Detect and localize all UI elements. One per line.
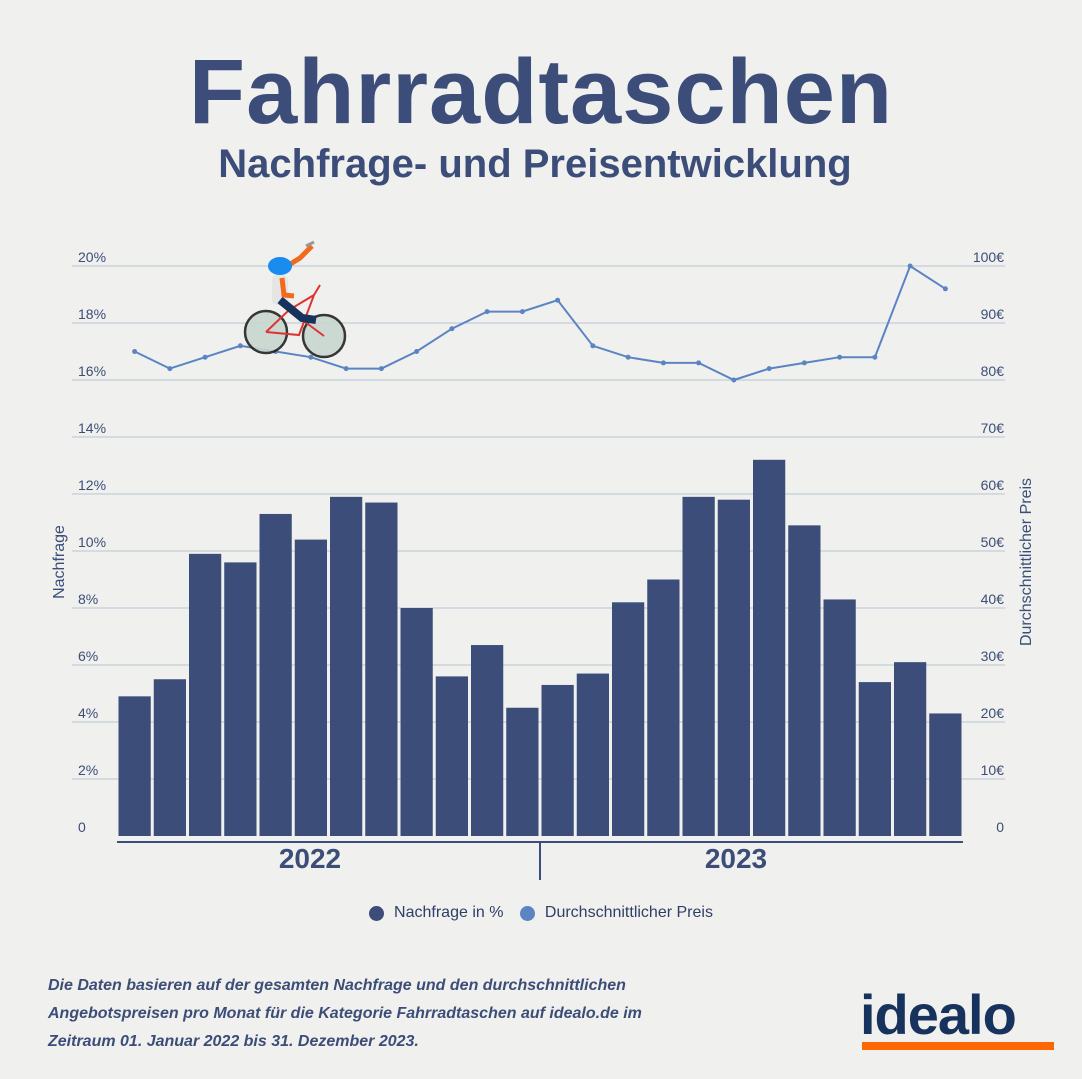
- idealo-logo: idealo: [860, 983, 1017, 1046]
- y2-tick-label: 70€: [981, 420, 1005, 436]
- bar: [400, 608, 433, 836]
- y-tick-label: 16%: [78, 363, 106, 379]
- y-tick-label: 14%: [78, 420, 106, 436]
- y-tick-label: 0: [78, 819, 86, 835]
- price-point: [449, 326, 455, 332]
- y2-axis-label: Durchschnittlicher Preis: [1018, 478, 1035, 646]
- price-point: [414, 349, 420, 354]
- bar: [189, 553, 222, 836]
- bar: [506, 707, 539, 836]
- bar: [682, 496, 715, 836]
- y2-tick-label: 40€: [981, 591, 1005, 607]
- price-point: [132, 349, 138, 354]
- legend-item-demand: Nachfrage in %: [369, 904, 503, 922]
- bar: [471, 645, 504, 836]
- page-title: Fahrradtaschen: [188, 41, 894, 143]
- x-group-label: 2023: [705, 843, 767, 874]
- y-axis-label: Nachfrage: [51, 525, 68, 599]
- legend-label: Nachfrage in %: [394, 904, 504, 921]
- bar: [717, 499, 750, 836]
- bar: [259, 513, 292, 836]
- bar: [753, 459, 786, 836]
- price-point: [519, 309, 525, 315]
- bar: [224, 562, 257, 836]
- price-point: [590, 343, 596, 349]
- legend-dot-icon: [519, 905, 535, 921]
- price-point: [555, 297, 561, 303]
- bar: [894, 662, 927, 836]
- page-subtitle: Nachfrage- und Preisentwicklung: [218, 142, 852, 186]
- bar: [929, 713, 962, 836]
- bar: [647, 579, 680, 836]
- price-point: [801, 360, 807, 366]
- y-tick-label: 10%: [78, 534, 106, 550]
- bar: [823, 599, 856, 836]
- price-point: [378, 366, 384, 372]
- price-point: [202, 354, 208, 360]
- price-point: [942, 286, 948, 292]
- chart-legend: Nachfrage in % Durchschnittlicher Preis: [0, 904, 1082, 926]
- y2-tick-label: 20€: [981, 705, 1005, 721]
- x-group-label: 2022: [279, 843, 341, 874]
- bar: [612, 602, 645, 836]
- price-point: [907, 263, 913, 269]
- bar: [576, 673, 609, 836]
- bar: [118, 696, 151, 836]
- price-point: [731, 377, 737, 383]
- bar: [541, 684, 574, 836]
- bar: [330, 496, 363, 836]
- price-point: [660, 360, 666, 366]
- y2-tick-label: 0: [996, 819, 1004, 835]
- price-point: [308, 354, 314, 360]
- bar: [858, 682, 891, 836]
- logo-underline: [862, 1042, 1054, 1050]
- bar: [294, 539, 327, 836]
- cyclist-illustration: [243, 240, 347, 359]
- bar: [788, 525, 821, 836]
- bar: [153, 679, 186, 836]
- y-tick-label: 2%: [78, 762, 98, 778]
- price-point: [837, 354, 843, 360]
- y2-tick-label: 10€: [981, 762, 1005, 778]
- y2-tick-label: 90€: [981, 306, 1005, 322]
- price-point: [167, 366, 173, 372]
- y2-tick-label: 50€: [981, 534, 1005, 550]
- price-point: [237, 343, 243, 349]
- legend-item-price: Durchschnittlicher Preis: [519, 904, 713, 922]
- price-point: [872, 354, 878, 360]
- bar: [435, 676, 468, 836]
- y-tick-label: 18%: [78, 306, 106, 322]
- price-point: [343, 366, 349, 372]
- price-point: [696, 360, 702, 366]
- legend-dot-icon: [369, 905, 385, 921]
- data-source-note: Die Daten basieren auf der gesamten Nach…: [48, 977, 642, 1050]
- y2-tick-label: 30€: [981, 648, 1005, 664]
- y-tick-label: 12%: [78, 477, 106, 493]
- price-point: [766, 366, 772, 372]
- y-tick-label: 4%: [78, 705, 98, 721]
- price-point: [484, 309, 490, 315]
- price-point: [625, 354, 631, 360]
- y2-tick-label: 100€: [973, 249, 1004, 265]
- y-tick-label: 8%: [78, 591, 98, 607]
- bar: [365, 502, 398, 836]
- y2-tick-label: 60€: [981, 477, 1005, 493]
- y2-tick-label: 80€: [981, 363, 1005, 379]
- legend-label: Durchschnittlicher Preis: [544, 904, 713, 921]
- combo-chart: 0 0 2% 10€ 4% 20€ 6% 30€ 8% 40€ 10% 50€ 12% 60€ 14% 70€…: [51, 240, 1035, 880]
- y-tick-label: 20%: [78, 249, 106, 265]
- y-tick-label: 6%: [78, 648, 98, 664]
